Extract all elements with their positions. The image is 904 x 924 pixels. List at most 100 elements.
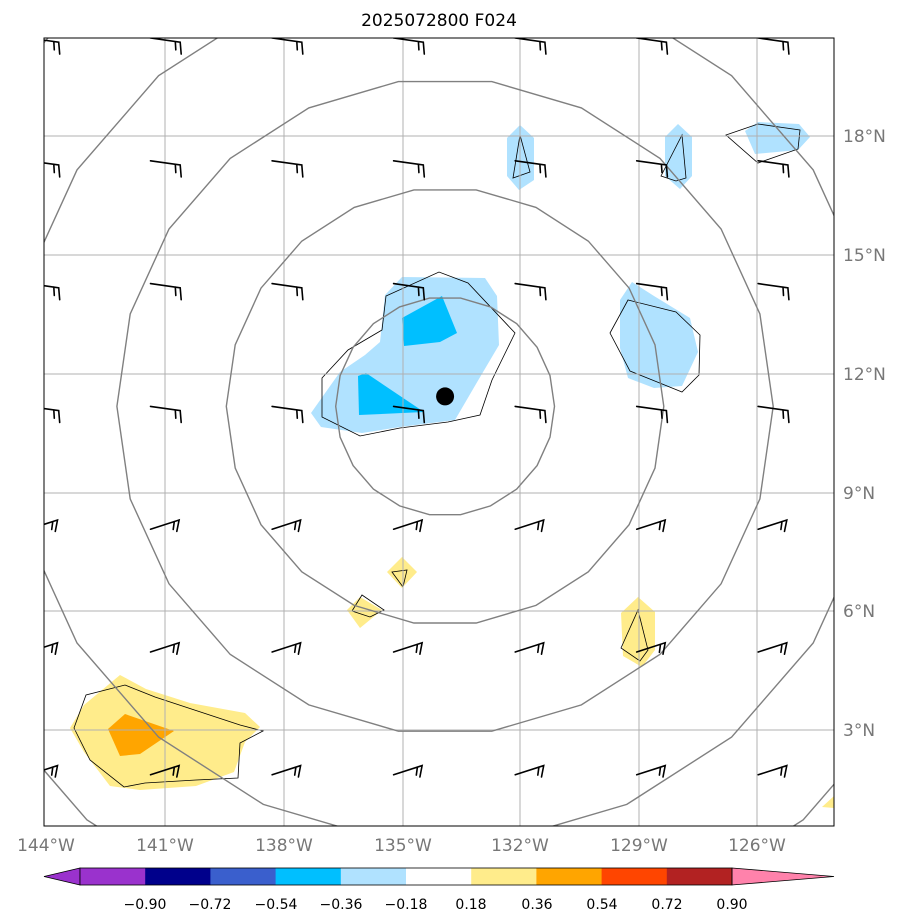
range-ring-3: [116, 80, 774, 732]
colorbar-outline: [79, 867, 733, 886]
wind-barb: [44, 284, 61, 301]
colorbar: [43, 867, 835, 886]
wind-barb: [44, 39, 61, 55]
colorbar-segment: [145, 868, 211, 885]
colorbar-segment: [601, 868, 668, 885]
colorbar-segment: [210, 868, 277, 885]
wind-barb: [635, 282, 669, 301]
contour-132w: [512, 134, 531, 179]
colorbar-segment: [536, 868, 603, 885]
range-ring-4: [44, 38, 834, 826]
wind-barb: [635, 518, 667, 533]
colorbar-tick-label: −0.90: [124, 897, 167, 913]
colorbar-tick-labels: −0.90 −0.72 −0.54 −0.36 −0.18 0.18 0.36 …: [124, 897, 748, 913]
contour-135w-a: [391, 569, 408, 588]
wind-barb: [392, 38, 426, 55]
colorbar-tick-label: 0.72: [651, 897, 682, 913]
strong-negative-anomaly-south: [358, 373, 424, 415]
wind-barb: [514, 38, 547, 55]
wind-barb: [514, 764, 545, 778]
wind-barb: [392, 518, 424, 533]
range-ring-2: [225, 189, 665, 624]
lon-label-129w: 129°W: [610, 836, 668, 856]
lon-labels: 144°W 141°W 138°W 135°W 132°W 129°W 126°…: [17, 836, 786, 856]
wind-barb: [392, 764, 424, 778]
wind-barb: [757, 405, 790, 424]
wind-barb: [757, 38, 790, 55]
wind-barb: [271, 641, 302, 655]
wind-barb: [757, 160, 790, 178]
lon-label-132w: 132°W: [491, 836, 549, 856]
wind-barb: [635, 405, 669, 424]
positive-anomaly-southeast: [822, 796, 834, 808]
lat-label-15n: 15°N: [843, 246, 886, 266]
wind-barb: [271, 160, 304, 178]
storm-center-marker: [436, 387, 455, 406]
lat-label-9n: 9°N: [843, 484, 875, 504]
colorbar-segment: [80, 868, 146, 885]
strong-negative-anomaly-north: [402, 296, 457, 346]
wind-barb: [514, 641, 545, 655]
wind-barb: [44, 641, 59, 655]
positive-anomaly-135w-a: [387, 557, 417, 588]
lat-label-18n: 18°N: [843, 127, 886, 147]
contour-southwest: [73, 684, 265, 788]
map-title: 2025072800 F024: [361, 11, 517, 31]
negative-anomaly-126w: [745, 122, 810, 154]
wind-barb: [635, 641, 667, 655]
colorbar-segment: [340, 868, 407, 885]
colorbar-tick-label: −0.36: [320, 897, 363, 913]
colorbar-tick-label: 0.36: [521, 897, 552, 913]
wind-barb: [149, 160, 182, 178]
wind-barb: [149, 38, 182, 55]
lat-label-12n: 12°N: [843, 365, 886, 385]
colorbar-tick-label: −0.18: [385, 897, 428, 913]
contour-135w-b: [351, 594, 385, 618]
wind-barb: [514, 282, 547, 301]
contour-126w: [725, 123, 801, 164]
wind-barb: [149, 764, 181, 778]
lat-labels: 3°N 6°N 9°N 12°N 15°N 18°N: [843, 127, 886, 741]
map-frame: [43, 37, 835, 827]
lat-label-6n: 6°N: [843, 602, 875, 622]
colorbar-tick-label: −0.54: [255, 897, 298, 913]
contour-128w: [660, 133, 687, 182]
wind-barb: [392, 282, 426, 301]
lon-label-144w: 144°W: [17, 836, 75, 856]
wind-barb: [757, 641, 788, 655]
wind-barb: [271, 282, 304, 301]
wind-barb: [757, 518, 788, 533]
wind-barb: [757, 764, 788, 778]
wind-barb: [44, 764, 59, 778]
wind-barb: [44, 518, 59, 533]
lon-label-135w: 135°W: [374, 836, 432, 856]
wind-barb: [514, 160, 547, 178]
lat-label-3n: 3°N: [843, 721, 875, 741]
wind-barb: [392, 405, 426, 424]
gridlines: [44, 38, 834, 826]
lon-label-126w: 126°W: [728, 836, 786, 856]
wind-barb: [149, 282, 182, 301]
colorbar-segment: [471, 868, 537, 885]
lon-label-141w: 141°W: [136, 836, 194, 856]
wind-barb: [757, 282, 790, 301]
wind-barbs: [44, 38, 790, 778]
wind-barb: [635, 160, 669, 178]
wind-barb: [635, 764, 667, 778]
moderate-positive-anomaly-southwest: [108, 714, 174, 756]
colorbar-extend-low: [43, 867, 81, 886]
lon-label-138w: 138°W: [255, 836, 313, 856]
colorbar-extend-high: [731, 867, 835, 886]
colorbar-segment: [275, 868, 342, 885]
wind-barb: [514, 518, 545, 533]
contour-central: [321, 271, 516, 437]
range-ring-1: [334, 297, 556, 516]
wind-barb: [271, 405, 304, 424]
wind-barb: [149, 518, 181, 533]
wind-barb: [271, 518, 302, 533]
wind-barb: [392, 641, 424, 655]
wind-barb: [44, 162, 61, 178]
